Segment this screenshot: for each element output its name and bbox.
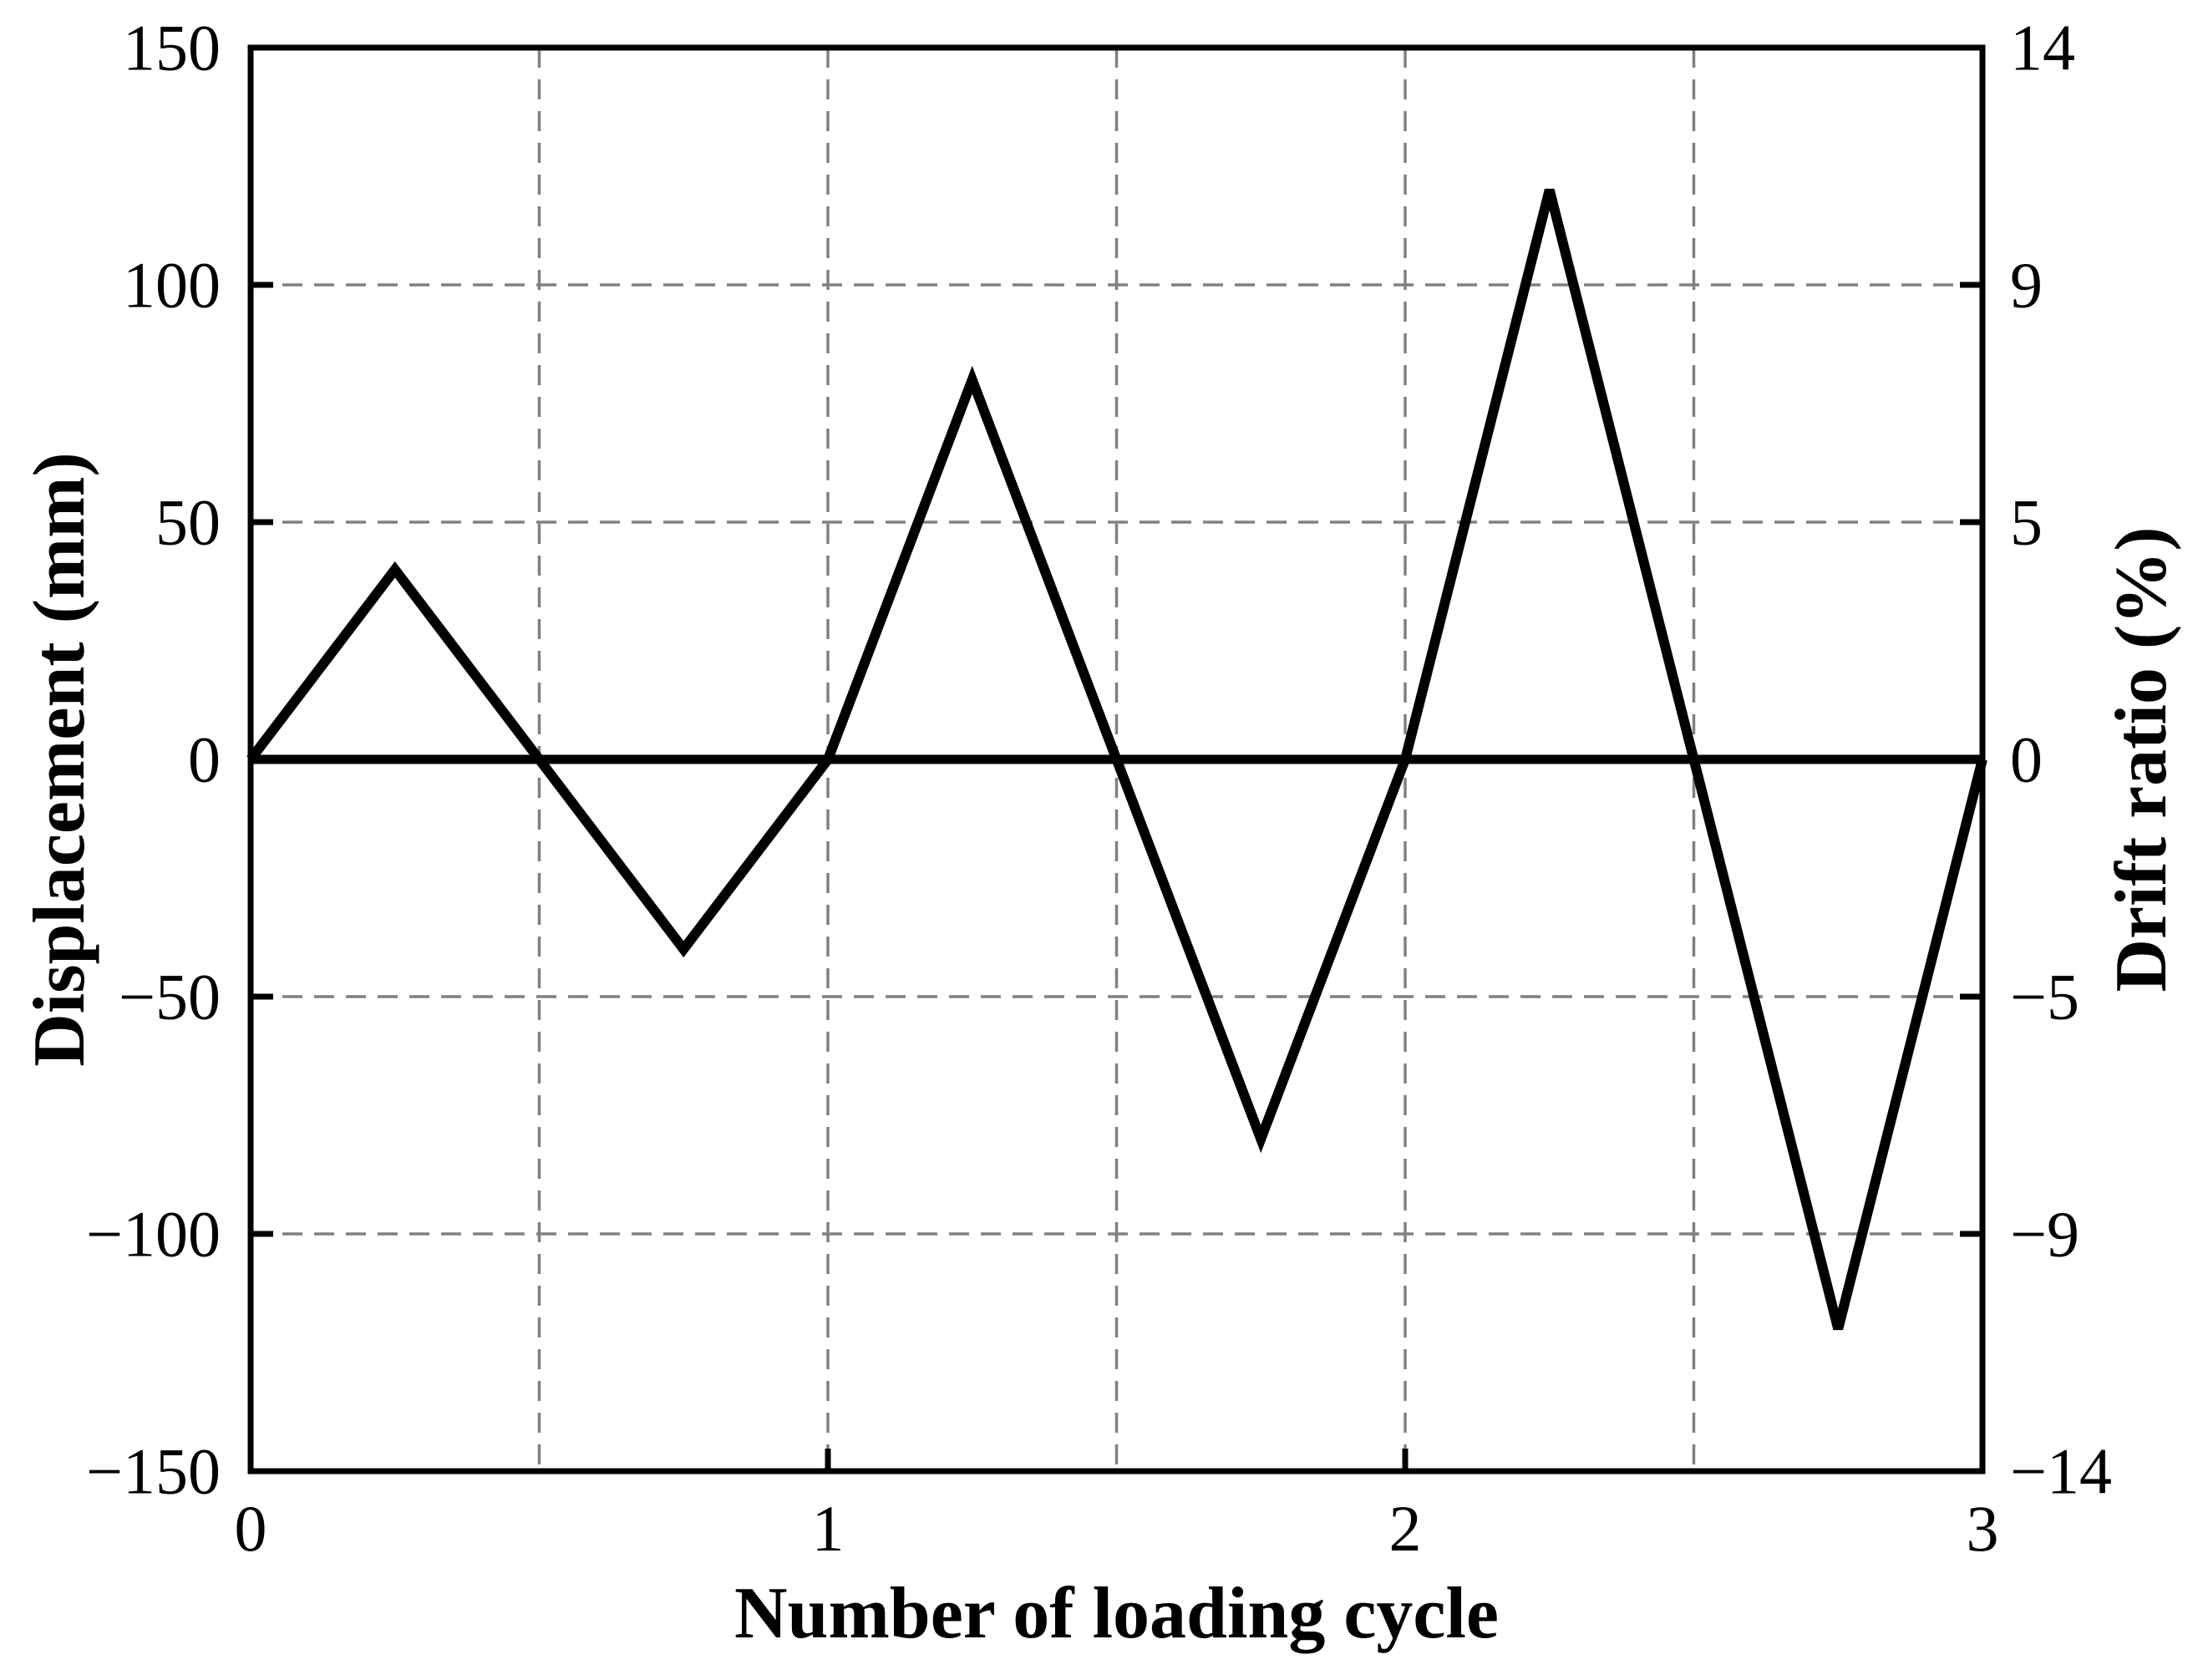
data-series xyxy=(246,188,1987,1331)
left-tick-label: −100 xyxy=(86,1198,221,1271)
left-tick-label: −50 xyxy=(119,961,221,1033)
left-tick-label: 100 xyxy=(123,249,221,322)
right-tick-label: 0 xyxy=(2010,723,2043,796)
loading-protocol-line xyxy=(246,188,1987,1331)
left-tick-label: 0 xyxy=(188,723,221,796)
right-tick-label: −9 xyxy=(2010,1198,2079,1271)
drift-ratio-axis-title: Drift ratio (%) xyxy=(2101,526,2182,992)
right-tick-label: 14 xyxy=(2010,12,2075,84)
bottom-tick-label: 3 xyxy=(1967,1492,1999,1565)
right-tick-label: −14 xyxy=(2010,1435,2112,1508)
bottom-tick-label: 1 xyxy=(812,1492,845,1565)
axis-ticks xyxy=(247,44,1986,1474)
right-tick-label: −5 xyxy=(2010,961,2079,1033)
left-tick-label: 150 xyxy=(123,12,221,84)
left-tick-label: −150 xyxy=(86,1435,221,1508)
right-tick-label: 9 xyxy=(2010,249,2043,322)
bottom-tick-label: 0 xyxy=(235,1492,267,1565)
displacement-axis-title: Displacement (mm) xyxy=(19,452,100,1067)
left-tick-label: 50 xyxy=(155,486,221,559)
x-axis-title: Number of loading cycle xyxy=(734,1573,1499,1654)
bottom-tick-label: 2 xyxy=(1389,1492,1422,1565)
right-tick-label: 5 xyxy=(2010,486,2043,559)
